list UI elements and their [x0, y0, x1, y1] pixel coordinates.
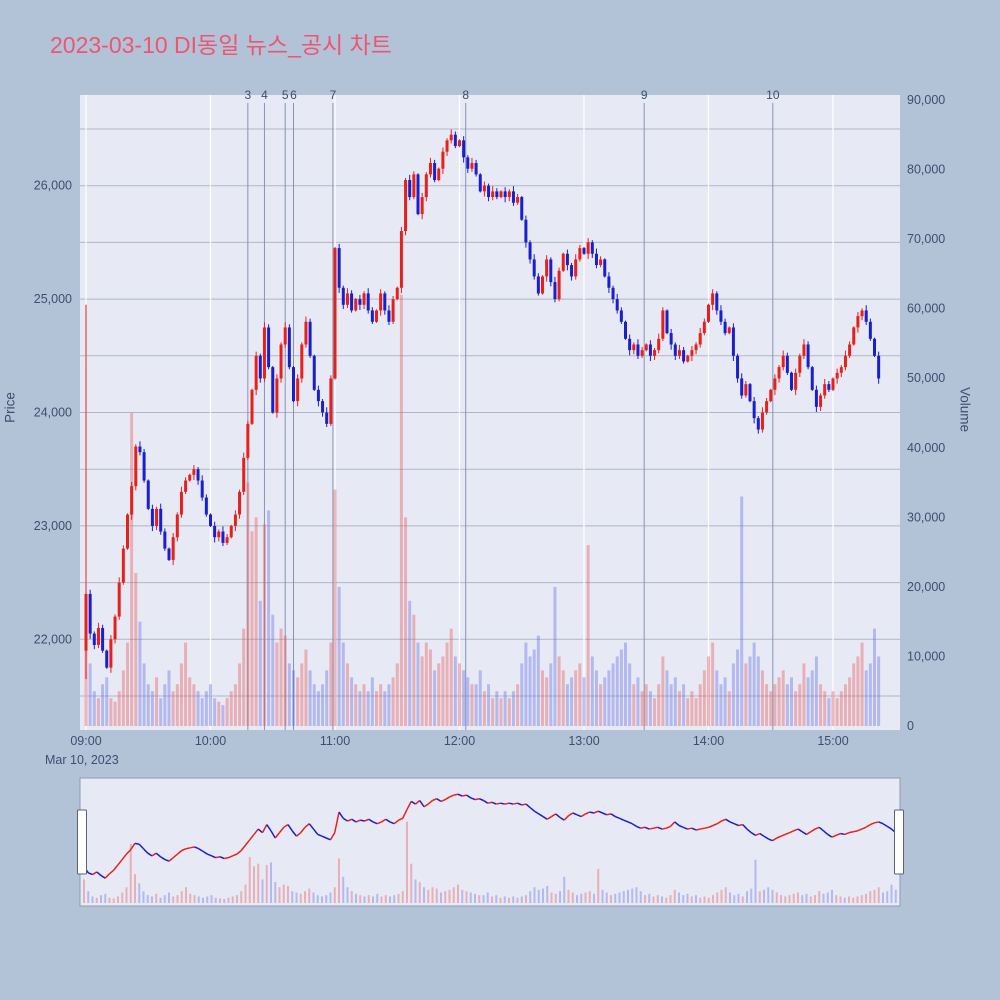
- svg-text:12:00: 12:00: [444, 734, 475, 748]
- svg-text:60,000: 60,000: [907, 302, 945, 316]
- svg-text:10: 10: [766, 88, 780, 102]
- svg-text:24,000: 24,000: [34, 406, 72, 420]
- range-handle-left[interactable]: [77, 809, 87, 875]
- svg-text:13:00: 13:00: [568, 734, 599, 748]
- range-handle-right[interactable]: [894, 809, 904, 875]
- svg-text:6: 6: [290, 88, 297, 102]
- svg-text:50,000: 50,000: [907, 371, 945, 385]
- svg-text:9: 9: [641, 88, 648, 102]
- svg-text:7: 7: [330, 88, 337, 102]
- svg-text:30,000: 30,000: [907, 510, 945, 524]
- svg-text:09:00: 09:00: [70, 734, 101, 748]
- svg-text:14:00: 14:00: [693, 734, 724, 748]
- range-slider[interactable]: [79, 777, 901, 907]
- svg-text:15:00: 15:00: [817, 734, 848, 748]
- svg-text:10:00: 10:00: [195, 734, 226, 748]
- chart-title: 2023-03-10 DI동일 뉴스_공시 차트: [50, 32, 392, 58]
- svg-text:3: 3: [245, 88, 252, 102]
- svg-text:11:00: 11:00: [320, 734, 350, 748]
- svg-text:5: 5: [282, 88, 289, 102]
- svg-text:90,000: 90,000: [907, 93, 945, 107]
- svg-text:25,000: 25,000: [34, 292, 72, 306]
- svg-text:23,000: 23,000: [34, 519, 72, 533]
- svg-text:80,000: 80,000: [907, 163, 945, 177]
- svg-text:10,000: 10,000: [907, 649, 945, 663]
- svg-text:20,000: 20,000: [907, 580, 945, 594]
- svg-text:26,000: 26,000: [34, 179, 72, 193]
- svg-text:40,000: 40,000: [907, 441, 945, 455]
- svg-text:70,000: 70,000: [907, 232, 945, 246]
- x-axis-date-label: Mar 10, 2023: [45, 753, 119, 767]
- svg-text:22,000: 22,000: [34, 632, 72, 646]
- svg-text:0: 0: [907, 719, 914, 733]
- svg-text:8: 8: [462, 88, 469, 102]
- svg-text:4: 4: [261, 88, 268, 102]
